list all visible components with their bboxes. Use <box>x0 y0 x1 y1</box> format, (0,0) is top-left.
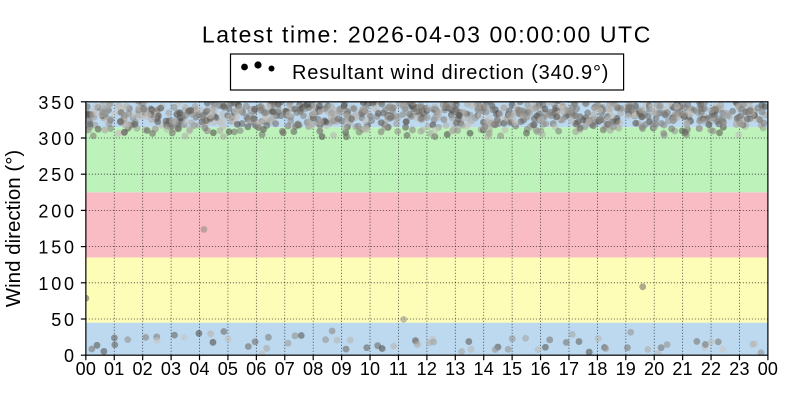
svg-text:04: 04 <box>189 359 209 379</box>
svg-text:300: 300 <box>38 129 76 149</box>
svg-text:10: 10 <box>360 359 380 379</box>
svg-text:09: 09 <box>331 359 351 379</box>
svg-text:13: 13 <box>445 359 465 379</box>
svg-text:100: 100 <box>38 274 76 294</box>
svg-text:15: 15 <box>502 359 522 379</box>
svg-text:200: 200 <box>38 201 76 221</box>
svg-text:21: 21 <box>672 359 692 379</box>
svg-text:20: 20 <box>644 359 664 379</box>
svg-text:14: 14 <box>473 359 493 379</box>
svg-text:12: 12 <box>417 359 437 379</box>
svg-text:50: 50 <box>51 310 77 330</box>
svg-text:23: 23 <box>729 359 749 379</box>
svg-text:18: 18 <box>587 359 607 379</box>
svg-text:07: 07 <box>275 359 295 379</box>
svg-text:17: 17 <box>559 359 579 379</box>
svg-text:03: 03 <box>161 359 181 379</box>
svg-text:350: 350 <box>38 93 76 113</box>
svg-text:00: 00 <box>758 359 778 379</box>
svg-text:06: 06 <box>246 359 266 379</box>
svg-text:00: 00 <box>76 359 96 379</box>
svg-text:16: 16 <box>530 359 550 379</box>
svg-text:Resultant wind direction (340.: Resultant wind direction (340.9°) <box>292 62 609 84</box>
svg-text:05: 05 <box>218 359 238 379</box>
svg-text:Wind direction (°): Wind direction (°) <box>2 150 25 307</box>
svg-text:150: 150 <box>38 238 76 258</box>
svg-text:02: 02 <box>132 359 152 379</box>
svg-text:Latest time: 2026-04-03 00:00:: Latest time: 2026-04-03 00:00:00 UTC <box>202 22 652 48</box>
svg-text:250: 250 <box>38 165 76 185</box>
svg-text:01: 01 <box>104 359 124 379</box>
svg-text:11: 11 <box>389 359 408 379</box>
svg-text:08: 08 <box>303 359 323 379</box>
svg-text:22: 22 <box>701 359 721 379</box>
svg-text:19: 19 <box>616 359 636 379</box>
